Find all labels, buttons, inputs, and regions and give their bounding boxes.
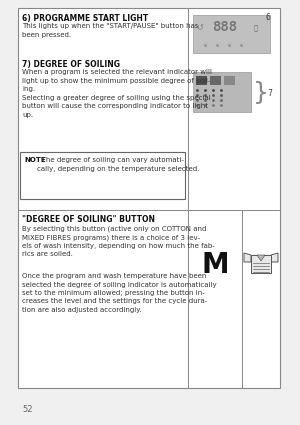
Polygon shape [244, 253, 251, 262]
Text: By selecting this button (active only on COTTON and
MIXED FIBRES programs) there: By selecting this button (active only on… [22, 225, 215, 258]
Bar [20, 152, 185, 199]
Text: ⌛: ⌛ [254, 24, 258, 31]
Bar [193, 72, 251, 112]
Text: ↺: ↺ [196, 23, 203, 32]
Bar [193, 15, 270, 53]
Text: }: } [253, 81, 269, 105]
Text: "DEGREE OF SOILING" BUTTON: "DEGREE OF SOILING" BUTTON [22, 215, 155, 224]
Text: M: M [201, 251, 229, 279]
Text: 888: 888 [212, 20, 237, 34]
Text: 7) DEGREE OF SOILING: 7) DEGREE OF SOILING [22, 60, 120, 69]
Text: 6: 6 [265, 13, 270, 22]
Text: Once the program and wash temperature have been
selected the degree of soiling i: Once the program and wash temperature ha… [22, 273, 217, 313]
Polygon shape [257, 255, 265, 261]
Text: 52: 52 [22, 405, 32, 414]
Bar [224, 76, 235, 85]
Text: 6) PROGRAMME START LIGHT: 6) PROGRAMME START LIGHT [22, 14, 148, 23]
Bar [251, 255, 271, 273]
Bar [210, 76, 221, 85]
Bar [196, 76, 207, 85]
Bar [18, 8, 280, 388]
Text: : The degree of soiling can vary automati-
cally, depending on the temperature s: : The degree of soiling can vary automat… [37, 157, 200, 172]
Text: 7: 7 [267, 88, 272, 97]
Polygon shape [271, 253, 278, 262]
Text: When a program is selected the relevant indicator will
light up to show the mini: When a program is selected the relevant … [22, 69, 212, 117]
Text: NOTE: NOTE [24, 157, 46, 163]
Text: This lights up when the "START/PAUSE" button has
been pressed.: This lights up when the "START/PAUSE" bu… [22, 23, 199, 37]
